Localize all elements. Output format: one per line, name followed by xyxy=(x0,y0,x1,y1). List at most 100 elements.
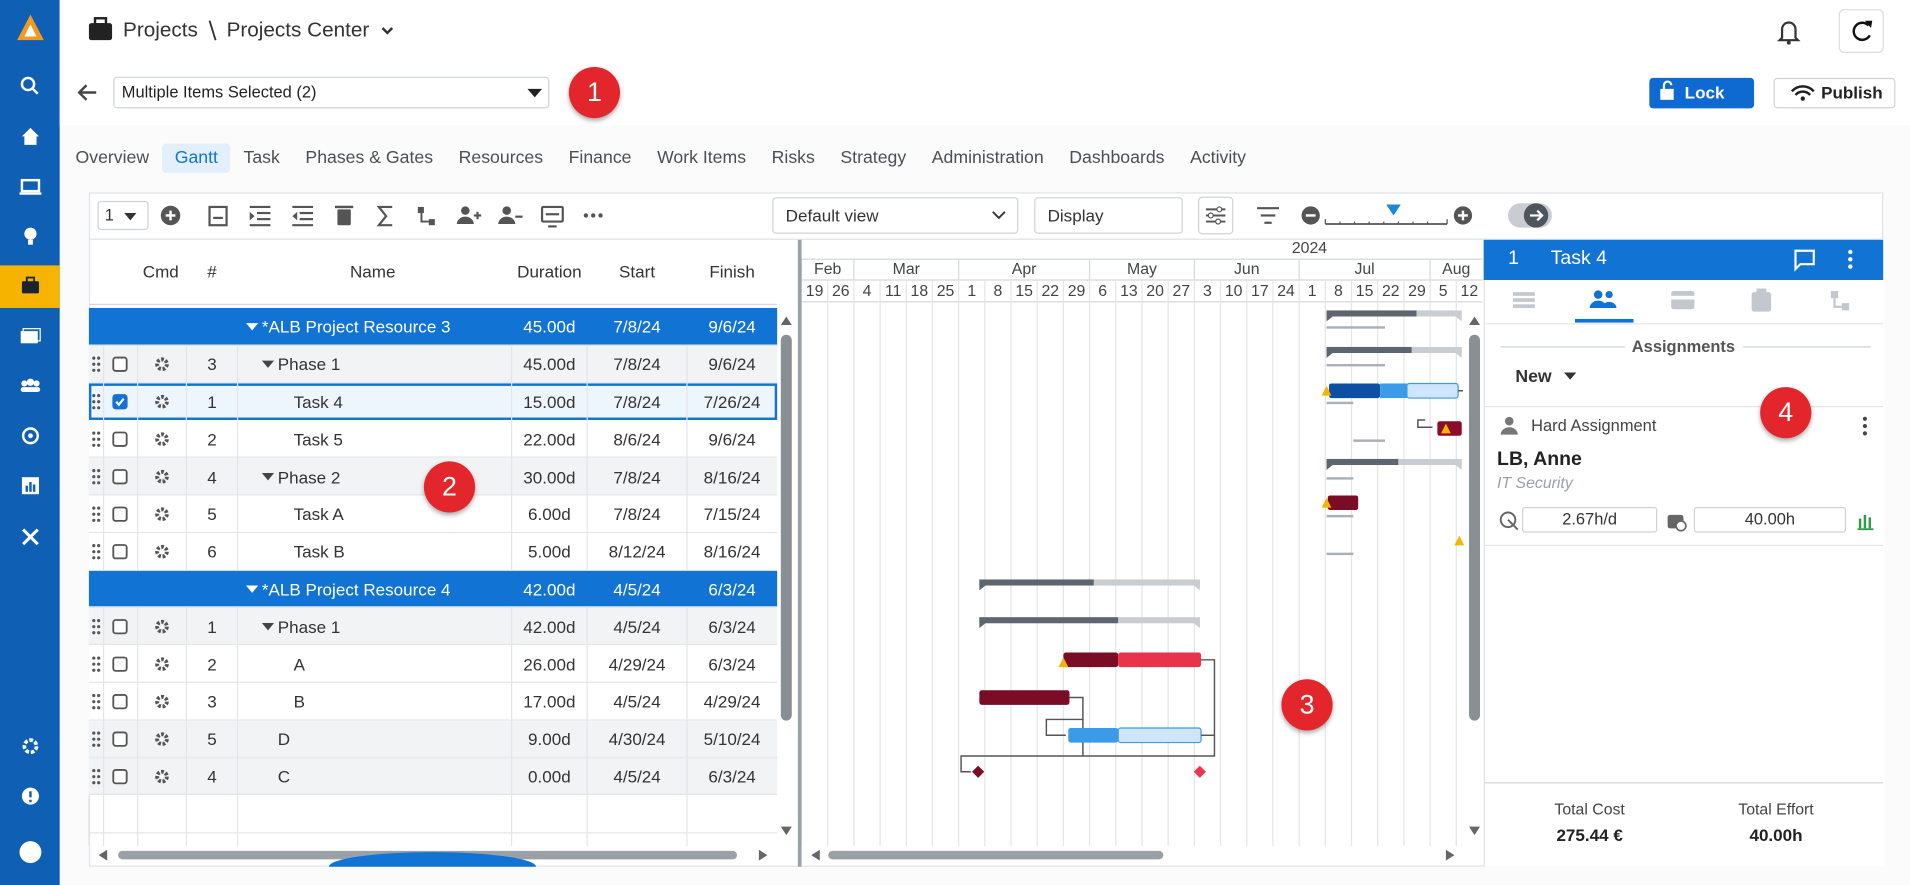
detail-icons[interactable] xyxy=(0,0,1884,784)
start-date: 4/5/24 xyxy=(613,691,661,712)
callout: 4 xyxy=(1760,387,1812,439)
task-row[interactable] xyxy=(88,720,778,758)
task-row[interactable] xyxy=(88,345,778,383)
checkbox xyxy=(112,506,128,522)
dot xyxy=(92,775,96,779)
task-name[interactable]: C xyxy=(277,766,291,787)
task-name[interactable]: A xyxy=(293,654,305,674)
tab[interactable]: Activity xyxy=(1190,148,1247,168)
dot xyxy=(92,506,96,510)
tab[interactable]: Strategy xyxy=(840,148,907,168)
baseline xyxy=(1326,552,1354,556)
task-name[interactable]: Phase 2 xyxy=(277,466,341,487)
task-row[interactable] xyxy=(88,532,778,571)
task-name[interactable]: Phase 1 xyxy=(277,354,341,374)
effort-input[interactable]: 40.00h xyxy=(1744,510,1796,529)
gear-hub xyxy=(160,700,164,704)
group-row[interactable] xyxy=(88,307,778,346)
day-label: 8 xyxy=(1333,281,1343,300)
tab[interactable]: Administration xyxy=(931,148,1044,168)
item-selector[interactable] xyxy=(113,76,550,109)
group-row[interactable] xyxy=(88,570,778,608)
dot xyxy=(92,706,96,710)
row-number: 2 xyxy=(207,429,217,449)
task-name[interactable]: *ALB Project Resource 4 xyxy=(261,579,451,599)
task-name[interactable]: D xyxy=(277,729,291,749)
tab[interactable]: Dashboards xyxy=(1069,148,1165,168)
tab[interactable]: Risks xyxy=(771,148,815,168)
assignments-heading: Assignments xyxy=(1626,334,1740,360)
row-number: 5 xyxy=(207,504,217,524)
lock-icon xyxy=(1660,80,1674,100)
row-number: 1 xyxy=(207,616,217,637)
summary-bar xyxy=(1416,310,1462,317)
summary-bar xyxy=(1411,346,1462,354)
finish-date: 9/6/24 xyxy=(708,354,756,374)
tab[interactable]: Phases & Gates xyxy=(305,148,434,168)
tab[interactable]: Resources xyxy=(458,148,544,168)
checkbox xyxy=(112,619,128,635)
new-button[interactable]: New xyxy=(1515,367,1552,388)
task-name[interactable]: Task 5 xyxy=(293,429,343,449)
summary-bar xyxy=(1326,346,1412,354)
checkbox xyxy=(112,544,128,560)
tab[interactable]: Overview xyxy=(75,148,150,168)
task-name[interactable]: Task A xyxy=(293,504,344,524)
gear-hub xyxy=(160,625,164,629)
dot xyxy=(92,700,96,704)
task-row[interactable] xyxy=(88,420,778,458)
display-value: Display xyxy=(1047,205,1104,226)
day-label: 10 xyxy=(1224,281,1243,300)
total-effort-label: Total Effort xyxy=(1738,799,1814,819)
start-date: 4/5/24 xyxy=(613,766,661,787)
tab[interactable]: Task xyxy=(243,148,280,168)
dot xyxy=(92,737,96,741)
checkbox xyxy=(112,769,128,785)
checkbox xyxy=(112,694,128,710)
dot xyxy=(92,437,96,441)
row-number: 2 xyxy=(207,654,217,674)
milestone xyxy=(972,765,985,778)
day-label: 24 xyxy=(1277,281,1295,300)
task-row[interactable] xyxy=(88,682,778,721)
finish-date: 7/15/24 xyxy=(703,504,761,524)
month-label: Jun xyxy=(1233,259,1260,278)
task-name[interactable]: Phase 1 xyxy=(277,616,341,637)
dot xyxy=(97,475,101,479)
display-select[interactable] xyxy=(1034,197,1183,234)
dot xyxy=(92,356,96,360)
task-name[interactable]: Task 4 xyxy=(293,391,343,412)
task-row[interactable] xyxy=(88,607,778,646)
dot xyxy=(97,700,101,704)
level-value: 1 xyxy=(104,205,114,224)
tab[interactable]: Finance xyxy=(568,148,632,168)
dot xyxy=(97,631,101,635)
scrollbars[interactable] xyxy=(0,0,1481,867)
tab[interactable]: Gantt xyxy=(162,143,231,173)
day-label: 11 xyxy=(884,281,902,300)
gear-icon xyxy=(155,357,169,372)
callout: 3 xyxy=(1281,679,1333,731)
level-select[interactable] xyxy=(97,200,149,231)
drag-handle xyxy=(92,768,101,785)
task-row[interactable] xyxy=(88,382,778,421)
warning-marker xyxy=(1454,535,1465,546)
rate-input[interactable]: 2.67h/d xyxy=(1562,510,1618,529)
gear-icon xyxy=(155,619,169,634)
timeline-year: 2024 xyxy=(1291,238,1328,257)
dot xyxy=(97,731,101,735)
task-name[interactable]: Task B xyxy=(293,541,345,562)
breadcrumb-page[interactable]: Projects Center xyxy=(226,18,370,42)
view-select[interactable] xyxy=(772,197,1019,234)
tab[interactable]: Work Items xyxy=(657,148,747,168)
dot xyxy=(92,656,96,660)
sidebar-icons[interactable] xyxy=(0,0,60,885)
task-row[interactable] xyxy=(88,757,778,796)
publish-button[interactable] xyxy=(1773,77,1896,109)
task-name[interactable]: *ALB Project Resource 3 xyxy=(261,316,451,337)
breadcrumb-section[interactable]: Projects xyxy=(123,18,198,42)
task-row[interactable] xyxy=(88,645,778,683)
baseline xyxy=(1326,401,1354,405)
task-name[interactable]: B xyxy=(293,691,305,712)
toolbar-icons[interactable] xyxy=(0,0,1552,235)
